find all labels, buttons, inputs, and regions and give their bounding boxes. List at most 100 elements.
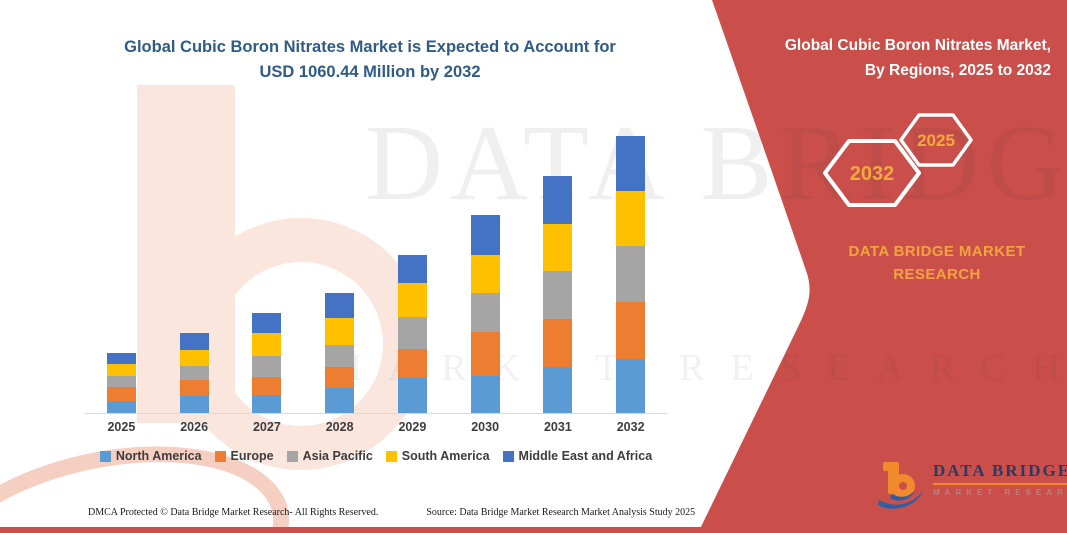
company-logo-subtitle: MARKET RESEARCH — [933, 488, 1067, 497]
x-tick-2032: 2032 — [616, 420, 645, 434]
bar-2026 — [158, 135, 231, 413]
company-logo-name: DATA BRIDGE — [933, 461, 1067, 485]
source-note: Source: Data Bridge Market Research Mark… — [426, 507, 696, 518]
legend-item-europe: Europe — [214, 449, 274, 463]
bar-segment-2027-middle-east-and-africa — [252, 313, 282, 334]
bar-segment-2031-north-america — [543, 366, 573, 413]
x-tick-2025: 2025 — [107, 420, 136, 434]
footer: DMCA Protected © Data Bridge Market Rese… — [88, 507, 695, 518]
bar-2032 — [594, 135, 667, 413]
side-panel-polygon — [698, 0, 1067, 533]
legend-swatch-middle-east-and-africa — [502, 450, 514, 462]
bar-segment-2025-europe — [106, 387, 136, 401]
bar-2029 — [376, 135, 449, 413]
x-tick-2028: 2028 — [325, 420, 354, 434]
bottom-accent-bar — [0, 527, 1067, 533]
bar-segment-2032-middle-east-and-africa — [616, 136, 646, 191]
bar-segment-2030-asia-pacific — [470, 292, 500, 332]
legend-label-north-america: North America — [115, 449, 202, 463]
x-tick-2026: 2026 — [180, 420, 209, 434]
legend-swatch-north-america — [99, 450, 111, 462]
bar-segment-2025-north-america — [106, 400, 136, 413]
bar-segment-2030-south-america — [470, 254, 500, 293]
legend-swatch-asia-pacific — [286, 450, 298, 462]
bar-segment-2032-asia-pacific — [616, 245, 646, 303]
x-tick-2030: 2030 — [471, 420, 500, 434]
bar-segment-2028-middle-east-and-africa — [325, 293, 355, 318]
chart-title-line1: Global Cubic Boron Nitrates Market is Ex… — [124, 38, 616, 56]
hexagon-2032-outline — [823, 139, 921, 207]
bar-segment-2028-europe — [325, 366, 355, 389]
legend-label-middle-east-and-africa: Middle East and Africa — [518, 449, 653, 463]
legend-swatch-europe — [214, 450, 226, 462]
x-tick-2031: 2031 — [543, 420, 572, 434]
side-panel-title: Global Cubic Boron Nitrates Market, By R… — [721, 34, 1051, 84]
hexagon-badge-2025: 2025 — [899, 113, 973, 167]
bar-2028 — [303, 135, 376, 413]
bar-segment-2032-north-america — [616, 358, 646, 413]
legend-label-europe: Europe — [230, 449, 274, 463]
bar-2030 — [449, 135, 522, 413]
bar-segment-2026-north-america — [179, 396, 209, 413]
bar-segment-2028-asia-pacific — [325, 344, 355, 367]
bar-segment-2025-middle-east-and-africa — [106, 352, 136, 364]
bar-2025 — [85, 135, 158, 413]
bar-segment-2026-middle-east-and-africa — [179, 333, 209, 351]
plot-area — [85, 135, 667, 414]
bar-segment-2027-europe — [252, 376, 282, 395]
bar-segment-2032-south-america — [616, 190, 646, 246]
x-tick-2027: 2027 — [252, 420, 281, 434]
hexagon-badge-2032: 2032 — [823, 139, 921, 207]
watermark-text-line2: MARKET RESEARCH — [328, 347, 1067, 389]
hexagon-2025-outline — [899, 113, 973, 167]
legend-swatch-south-america — [385, 450, 397, 462]
hexagon-2032-label: 2032 — [850, 163, 895, 185]
bar-segment-2031-middle-east-and-africa — [543, 175, 573, 224]
bar-2031 — [522, 135, 595, 413]
bar-segment-2027-asia-pacific — [252, 355, 282, 377]
bar-segment-2026-asia-pacific — [179, 365, 209, 380]
bar-segment-2029-europe — [397, 349, 427, 379]
x-axis-labels: 2025 2026 2027 2028 2029 2030 2031 2032 — [85, 420, 667, 434]
bar-segment-2030-middle-east-and-africa — [470, 214, 500, 255]
bar-segment-2032-europe — [616, 302, 646, 359]
legend-label-south-america: South America — [401, 449, 490, 463]
legend-item-south-america: South America — [385, 449, 490, 463]
legend-label-asia-pacific: Asia Pacific — [302, 449, 373, 463]
chart-legend: North America Europe Asia Pacific South Ame… — [85, 449, 667, 463]
dmca-notice: DMCA Protected © Data Bridge Market Rese… — [88, 507, 379, 518]
bar-segment-2026-europe — [179, 379, 209, 397]
side-panel-brand: DATA BRIDGE MARKET RESEARCH — [812, 241, 1062, 286]
legend-item-north-america: North America — [99, 449, 202, 463]
bar-segment-2029-middle-east-and-africa — [397, 255, 427, 283]
side-panel-brand-line2: RESEARCH — [893, 265, 981, 283]
bar-segment-2030-europe — [470, 331, 500, 377]
hexagon-2025-label: 2025 — [917, 131, 955, 150]
stacked-bar-chart: 2025 2026 2027 2028 2029 2030 2031 2032 North A… — [85, 135, 667, 463]
company-logo-icon — [878, 462, 923, 509]
bar-2027 — [231, 135, 304, 413]
legend-item-asia-pacific: Asia Pacific — [286, 449, 373, 463]
bar-segment-2031-europe — [543, 318, 573, 367]
bar-segment-2029-asia-pacific — [397, 317, 427, 350]
chart-title: Global Cubic Boron Nitrates Market is Ex… — [78, 35, 662, 85]
bar-segment-2030-north-america — [470, 376, 500, 413]
company-logo-text: DATA BRIDGE MARKET RESEARCH — [933, 461, 1067, 497]
bar-segment-2031-asia-pacific — [543, 271, 573, 319]
side-panel-brand-line1: DATA BRIDGE MARKET — [848, 243, 1026, 260]
legend-item-middle-east-and-africa: Middle East and Africa — [502, 449, 653, 463]
company-logo: DATA BRIDGE MARKET RESEARCH — [878, 461, 1067, 509]
bar-segment-2028-north-america — [325, 388, 355, 413]
bar-segment-2025-south-america — [106, 363, 136, 377]
side-panel-title-line1: Global Cubic Boron Nitrates Market, — [784, 37, 1051, 54]
bar-segment-2029-south-america — [397, 282, 427, 318]
bar-segment-2025-asia-pacific — [106, 376, 136, 388]
chart-title-line2: USD 1060.44 Million by 2032 — [259, 62, 481, 81]
bar-segment-2027-north-america — [252, 395, 282, 413]
bar-segment-2026-south-america — [179, 350, 209, 366]
x-tick-2029: 2029 — [398, 420, 427, 434]
bar-segment-2028-south-america — [325, 317, 355, 345]
bar-segment-2027-south-america — [252, 333, 282, 356]
